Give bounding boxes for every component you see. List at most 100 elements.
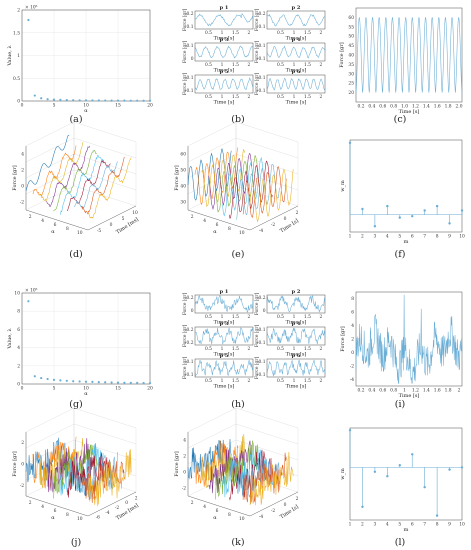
subplot-frame [194, 294, 254, 314]
signal-line [266, 45, 326, 59]
y-tick-label: 4 [17, 346, 20, 351]
x-axis-label: Time [s] [286, 352, 307, 358]
x-axis-label: α [213, 229, 217, 235]
data-point [52, 378, 56, 382]
y-tick-label: 2 [351, 338, 354, 343]
x-tick-label: 1.2 [412, 105, 419, 110]
z-tick-label: 0 [21, 185, 24, 190]
x-tick-label: 1 [293, 95, 296, 100]
subplot-frame [266, 10, 326, 30]
y-axis-label: Force [gr] [183, 73, 188, 96]
subplot: p 3 0.2 -0.2 0.5 1 1.5 2 Time [s] Force [gr] [183, 321, 254, 358]
x-tick-label: 1.5 [304, 95, 311, 100]
y-tick-label: 2 [296, 497, 299, 502]
series-line [32, 145, 77, 197]
x-tick-label: 15 [115, 387, 121, 392]
series-line [73, 451, 118, 500]
stem-marker [435, 204, 439, 208]
x-tick-label: 0.5 [205, 347, 212, 352]
subplot-title: p 5 [220, 353, 229, 359]
plot-frame [21, 292, 151, 385]
y-tick-label: 0.1 [259, 44, 266, 49]
data-point [110, 99, 113, 102]
x-tick-label: 10 [83, 104, 89, 109]
y-tick-label: 0 [351, 351, 354, 356]
x-tick-label: 1.5 [232, 95, 239, 100]
subplot-title: p 2 [292, 5, 301, 11]
x-tick-label: 4 [386, 235, 389, 240]
grid-line [187, 137, 237, 163]
x-tick-label: 4 [41, 505, 44, 510]
subplot-frame [194, 358, 254, 378]
y-tick-label: 4 [351, 324, 354, 329]
y-axis-label: Force [gr] [183, 41, 188, 64]
x-tick-label: 0.2 [358, 389, 365, 394]
y-tick-label: -5 [97, 229, 101, 234]
subplot-frame [266, 294, 326, 314]
stem-marker [386, 204, 389, 208]
y-tick-label: -2 [115, 506, 119, 511]
y-tick-label: 1 [17, 54, 20, 59]
y-tick-label: 10 [132, 211, 138, 216]
grid-line [73, 439, 137, 461]
y-axis-label: Force [gr] [255, 293, 260, 316]
panel-c: 20 25 30 35 40 45 50 55 60 0.2 0.4 0.6 0.8 1.0 1.2 1.4 1… [339, 7, 463, 115]
y-tick-label: 6 [351, 311, 354, 316]
signal-line [266, 359, 326, 377]
panel-h: p 1 0.2 0 0.5 1 1.5 2 Time [s] Force [gr] p 2 0.2 0… [183, 289, 326, 390]
series-line [208, 153, 253, 210]
series-line [235, 163, 280, 220]
data-point [110, 381, 113, 384]
x-tick-label: 10 [77, 231, 83, 236]
y-axis-label: w_m [340, 180, 346, 192]
x-tick-label: 1.5 [304, 347, 311, 352]
x-axis-label: m [404, 527, 409, 533]
x-axis-label: Time [s] [214, 68, 235, 74]
y-tick-label: 25 [348, 82, 354, 87]
x-tick-label: 0.5 [277, 63, 284, 68]
z-tick-label: 4 [183, 439, 186, 444]
x-tick-label: 5 [398, 235, 401, 240]
subplot: p 5 0.1 -0.1 0.5 1 1.5 2 Time [s] Force [gr] [183, 353, 254, 390]
panel-i: -4 -2 0 2 4 6 8 0.2 0.4 0.6 0.8 1 1.2 1.4 1.6 1.8 2 Time … [340, 291, 463, 399]
z-tick-label: 0 [21, 463, 24, 468]
data-point [33, 94, 36, 97]
x-tick-label: 6 [54, 223, 57, 228]
caption-g: (g) [69, 399, 83, 410]
floor-axis [25, 205, 137, 231]
y-tick-label: 55 [348, 25, 354, 30]
y-tick-label: 0 [263, 309, 266, 314]
data-point [78, 380, 81, 383]
x-tick-label: 7 [423, 235, 426, 240]
series-line [87, 157, 132, 219]
signal-line [355, 17, 463, 93]
x-axis-label: Time [s] [286, 384, 307, 390]
x-tick-label: 4 [386, 523, 389, 528]
y-tick-label: 0 [284, 217, 287, 222]
x-axis-label: Time [s] [399, 393, 420, 399]
x-tick-label: 10 [239, 517, 245, 522]
data-point [65, 379, 68, 382]
data-point [123, 381, 126, 384]
y-tick-label: 8 [351, 297, 354, 302]
stem-marker [348, 428, 352, 432]
x-tick-label: 6 [411, 523, 414, 528]
x-tick-label: 1 [221, 347, 224, 352]
y-tick-label: 20 [348, 91, 354, 96]
y-tick-label: -0.1 [257, 341, 266, 346]
plot-frame [355, 7, 463, 103]
series-line [46, 145, 91, 207]
data-point [59, 379, 62, 382]
x-tick-label: 3 [373, 235, 376, 240]
x-tick-label: 2 [320, 315, 323, 320]
data-point [97, 99, 100, 102]
y-axis-label: Value, λ [7, 328, 13, 350]
x-tick-label: 1 [349, 523, 352, 528]
y-tick-label: 10 [14, 292, 20, 297]
x-tick-label: 0.5 [205, 63, 212, 68]
x-tick-label: 0.6 [379, 105, 386, 110]
x-tick-label: 0.5 [205, 379, 212, 384]
y-tick-label: -4 [259, 229, 263, 234]
